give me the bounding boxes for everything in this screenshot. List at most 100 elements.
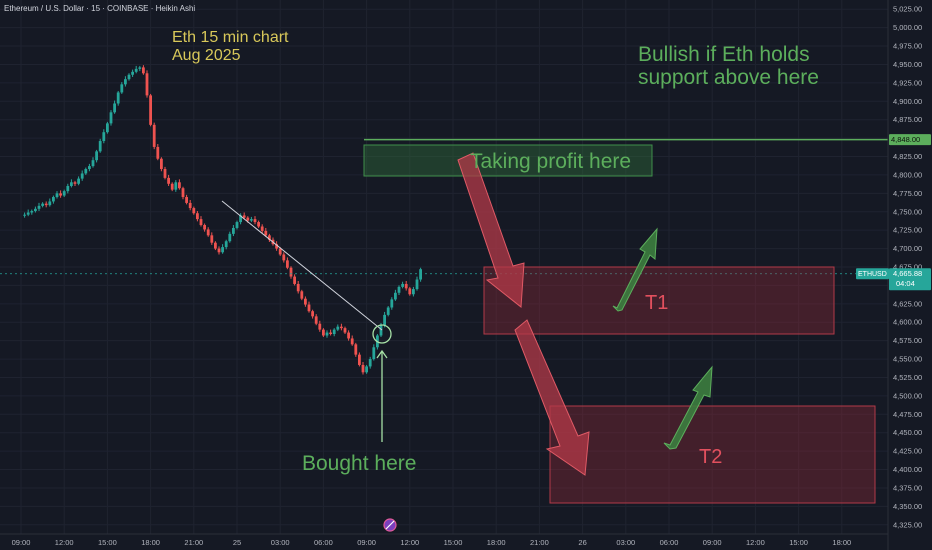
profit-zone[interactable]	[363, 144, 653, 177]
candle-body	[397, 286, 401, 293]
price-tick-label: 4,875.00	[893, 115, 922, 124]
candle-body	[142, 67, 145, 74]
candle-body	[257, 222, 260, 227]
candle-body	[167, 177, 170, 184]
downtrend-line[interactable]	[221, 200, 383, 331]
chart-note-title: Eth 15 min chart	[172, 29, 289, 46]
candle-body	[350, 338, 354, 345]
candle-body	[275, 244, 278, 249]
bought-arrow-head	[376, 349, 388, 359]
candle-body	[224, 241, 228, 248]
candle-body	[314, 316, 318, 324]
candle-body	[293, 276, 296, 284]
event-marker-icon[interactable]	[383, 518, 397, 532]
current-price-tag: ETHUSD 4,665.88 04:04	[856, 268, 931, 291]
candle-body	[88, 166, 91, 170]
candle-body	[221, 247, 224, 253]
candle-body	[34, 208, 37, 212]
candle-body	[30, 211, 34, 213]
candle-body	[394, 292, 397, 300]
down-arrow-1[interactable]	[457, 152, 525, 308]
price-tick-label: 4,925.00	[893, 78, 922, 87]
time-tick-label: 18:00	[832, 538, 851, 547]
time-tick-label: 21:00	[184, 538, 203, 547]
price-axis[interactable]: 4,325.00 4,350.00 4,375.00 4,400.00 4,425.00…	[893, 5, 922, 530]
candle-body	[84, 169, 88, 174]
bought-here-label: Bought here	[302, 452, 416, 475]
candle-body	[59, 193, 62, 196]
candle-body	[26, 212, 30, 215]
t2-target-box[interactable]	[549, 405, 876, 504]
candle-body	[55, 193, 59, 198]
candle-body	[300, 291, 304, 299]
candle-body	[62, 191, 66, 196]
time-axis[interactable]: 09:00 12:00 15:00 18:00 21:00 25 03:00 06:00 09:…	[12, 538, 852, 547]
candle-body	[304, 298, 307, 305]
candle-body	[336, 326, 340, 330]
candle-body	[44, 203, 48, 206]
candle-body	[311, 311, 314, 317]
candle-body	[250, 219, 253, 221]
time-tick-label: 09:00	[703, 538, 722, 547]
candle-body	[80, 173, 84, 179]
candle-body	[156, 146, 160, 159]
candle-body	[246, 217, 250, 221]
bought-marker-circle[interactable]	[372, 324, 392, 344]
resistance-price-text: 4,848.00	[891, 135, 920, 144]
candle-body	[390, 299, 394, 308]
candle-body	[401, 283, 404, 287]
candle-body	[152, 124, 156, 147]
price-tick-label: 4,550.00	[893, 355, 922, 364]
candle-body	[116, 92, 120, 104]
time-tick-label: 25	[233, 538, 241, 547]
candles	[23, 65, 422, 375]
candle-body	[91, 160, 95, 167]
t1-label: T1	[645, 292, 668, 314]
time-tick-label: 06:00	[314, 538, 333, 547]
candle-body	[106, 123, 109, 133]
price-tick-label: 4,975.00	[893, 42, 922, 51]
candle-body	[66, 185, 70, 192]
candle-body	[368, 359, 372, 367]
candle-body	[415, 279, 419, 290]
candle-body	[163, 169, 167, 178]
time-tick-label: 12:00	[746, 538, 765, 547]
price-tick-label: 4,800.00	[893, 170, 922, 179]
candle-body	[73, 182, 77, 184]
price-tick-label: 4,400.00	[893, 465, 922, 474]
candle-body	[178, 182, 181, 189]
candle-body	[131, 71, 134, 75]
price-tick-label: 4,825.00	[893, 152, 922, 161]
candle-body	[199, 219, 203, 226]
t1-target-box[interactable]	[483, 266, 835, 335]
up-arrow-2[interactable]	[663, 365, 713, 450]
candle-body	[149, 95, 152, 125]
candle-body	[329, 332, 332, 335]
t2-label: T2	[699, 446, 722, 468]
symbol-header[interactable]: Ethereum / U.S. Dollar · 15 · COINBASE ·…	[4, 4, 196, 13]
candle-body	[278, 248, 282, 255]
candle-body	[203, 225, 206, 230]
candle-body	[361, 364, 365, 373]
price-tick-label: 4,475.00	[893, 410, 922, 419]
candle-body	[379, 325, 383, 336]
candle-body	[113, 103, 116, 113]
candle-body	[37, 205, 41, 209]
chart-note-date: Aug 2025	[172, 47, 241, 64]
candle-body	[160, 158, 163, 170]
candle-body	[109, 112, 113, 124]
candle-body	[260, 226, 264, 231]
price-tick-label: 4,350.00	[893, 502, 922, 511]
down-arrow-2[interactable]	[514, 319, 590, 476]
candle-body	[386, 307, 390, 315]
candle-body	[102, 132, 106, 142]
candle-body	[340, 326, 343, 329]
candle-body	[412, 289, 415, 295]
candle-body	[214, 242, 217, 249]
candle-body	[354, 344, 358, 355]
time-tick-label: 15:00	[789, 538, 808, 547]
time-tick-label: 18:00	[141, 538, 160, 547]
up-arrow-1[interactable]	[612, 227, 658, 312]
price-tick-label: 4,375.00	[893, 483, 922, 492]
